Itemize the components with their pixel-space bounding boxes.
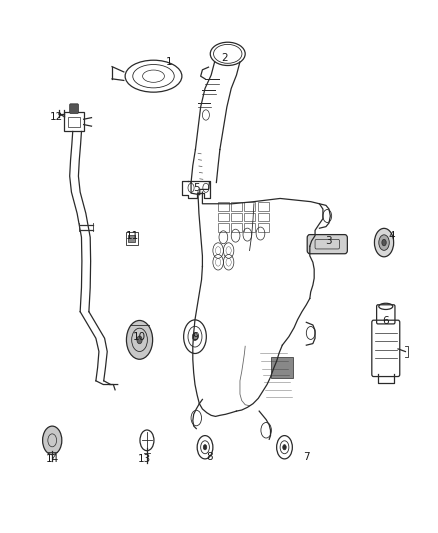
Bar xyxy=(231,213,242,221)
Bar xyxy=(218,223,229,232)
Text: 7: 7 xyxy=(303,452,310,462)
Bar xyxy=(244,223,255,232)
Text: 5: 5 xyxy=(193,183,200,193)
Bar xyxy=(126,232,138,245)
FancyBboxPatch shape xyxy=(307,235,347,254)
Bar xyxy=(128,235,135,241)
Ellipse shape xyxy=(374,228,394,257)
Ellipse shape xyxy=(283,445,286,450)
Bar xyxy=(244,213,255,221)
Bar xyxy=(244,202,255,211)
Text: 14: 14 xyxy=(46,454,59,464)
Text: 9: 9 xyxy=(193,332,199,342)
Ellipse shape xyxy=(192,333,198,341)
Ellipse shape xyxy=(203,445,207,450)
Text: 12: 12 xyxy=(50,111,63,122)
Text: 6: 6 xyxy=(382,316,389,326)
Bar xyxy=(258,202,269,211)
Text: 8: 8 xyxy=(206,452,213,462)
Bar xyxy=(218,213,229,221)
Bar xyxy=(68,117,80,127)
Text: 13: 13 xyxy=(138,454,152,464)
Bar xyxy=(64,112,84,132)
Ellipse shape xyxy=(379,235,389,251)
FancyBboxPatch shape xyxy=(70,104,78,114)
Bar xyxy=(258,213,269,221)
Bar xyxy=(272,357,293,378)
Text: 2: 2 xyxy=(221,53,228,62)
Text: 11: 11 xyxy=(126,231,139,241)
Bar xyxy=(231,202,242,211)
Ellipse shape xyxy=(137,336,142,344)
Ellipse shape xyxy=(42,426,62,455)
Bar xyxy=(258,223,269,232)
Text: 1: 1 xyxy=(166,57,172,67)
Bar xyxy=(231,223,242,232)
Text: 3: 3 xyxy=(325,236,332,246)
Text: 4: 4 xyxy=(388,231,395,241)
Ellipse shape xyxy=(127,320,152,359)
Bar xyxy=(218,202,229,211)
Text: 10: 10 xyxy=(133,332,146,342)
Ellipse shape xyxy=(382,239,386,246)
